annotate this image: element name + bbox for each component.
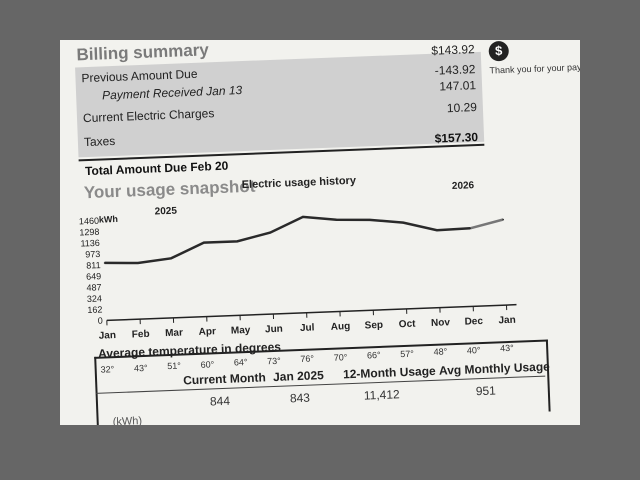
x-tick-label: May (231, 325, 251, 337)
usage-point (137, 262, 139, 264)
usage-series-line (104, 215, 471, 265)
usage-point (368, 219, 371, 221)
x-tick-label: Dec (464, 316, 483, 328)
usage-point (269, 231, 272, 234)
x-tick-label: Mar (165, 327, 183, 339)
y-tick-label: 811 (86, 260, 101, 271)
usage-point (335, 218, 338, 221)
usage-point (236, 240, 238, 243)
bill-content: Billing summary Previous Amount Due $143… (60, 40, 580, 425)
x-tick-label: Apr (198, 326, 216, 338)
usage-point (103, 262, 106, 264)
value-jan-2025: 843 (289, 390, 311, 406)
x-tick-label: Sep (364, 320, 383, 332)
y-tick-label: 1460 (79, 216, 99, 227)
y-tick-label: 324 (87, 293, 102, 304)
x-tick-label: Nov (431, 317, 451, 329)
usage-series-last-segment (469, 218, 504, 230)
summary-row-label: (kWh) (112, 415, 143, 425)
y-tick-label: 1298 (79, 227, 99, 238)
usage-point (502, 218, 505, 221)
x-tick-label: Jul (300, 322, 315, 334)
usage-point (170, 257, 172, 260)
header-jan-2025: Jan 2025 (272, 368, 325, 385)
value-12-month: 11,412 (363, 387, 400, 403)
x-tick-label: Oct (399, 319, 417, 331)
value-avg-monthly: 951 (475, 383, 497, 399)
x-tick-label: Aug (331, 321, 351, 333)
usage-point (302, 216, 304, 218)
y-tick-label: 1136 (80, 238, 100, 249)
usage-point (203, 241, 205, 244)
x-tick-label: Feb (132, 329, 150, 341)
y-tick-label: 487 (86, 282, 101, 293)
y-tick-label: 649 (86, 271, 101, 282)
usage-point (402, 221, 405, 224)
y-tick-label: 162 (87, 304, 102, 315)
usage-point (469, 227, 471, 230)
value-current-month: 844 (209, 393, 231, 409)
bill-paper: Billing summary Previous Amount Due $143… (60, 40, 580, 425)
usage-point (436, 229, 438, 232)
x-axis-line (106, 303, 517, 322)
y-tick-label: 973 (85, 249, 100, 260)
x-tick-label: Jun (265, 324, 283, 336)
x-tick-label: Jan (498, 315, 516, 327)
y-tick-label: 0 (98, 316, 103, 326)
x-tick-label: Jan (99, 330, 117, 342)
